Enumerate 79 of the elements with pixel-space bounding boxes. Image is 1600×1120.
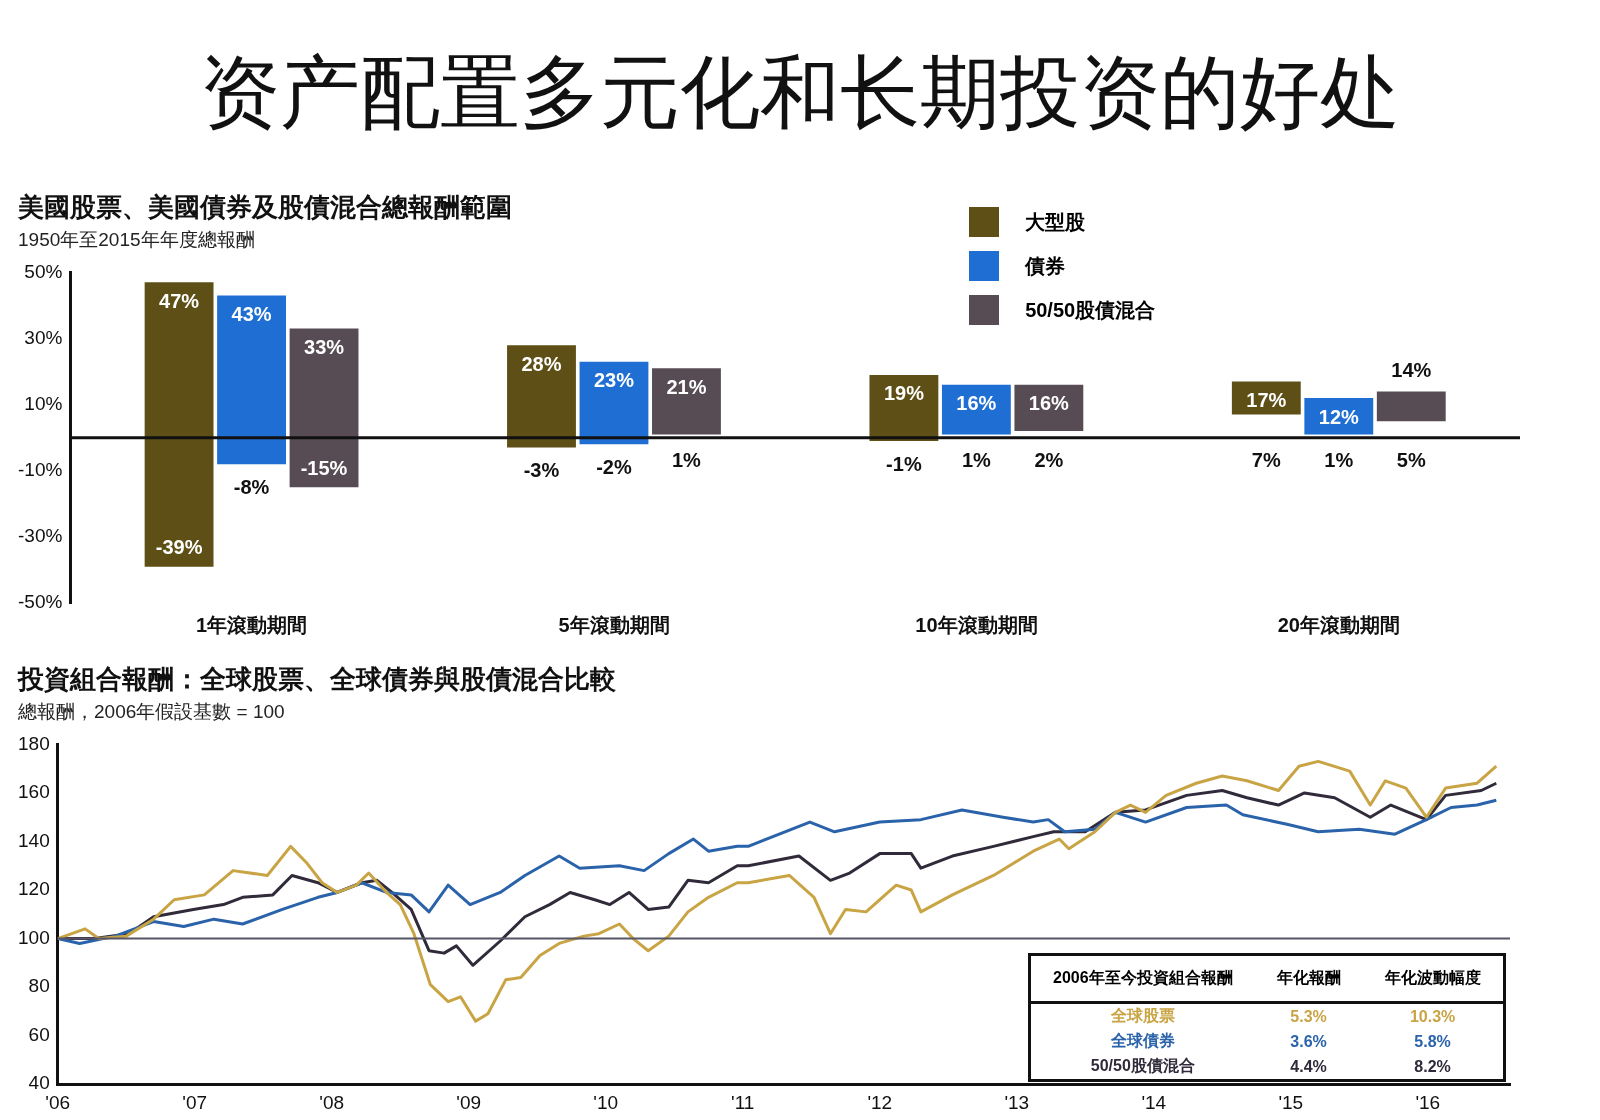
bar	[289, 328, 359, 488]
chart-title: 美國股票、美國債券及股債混合總報酬範圍	[18, 192, 512, 222]
text: 全球債券	[1110, 1032, 1175, 1050]
annotation: 1%	[961, 449, 992, 472]
annotation: 23%	[593, 369, 635, 392]
y-tick-label: -50%	[18, 591, 63, 613]
x-tick-label: 10年滾動期間	[915, 613, 1038, 636]
annotation: 33%	[304, 336, 345, 359]
y-tick-label: 10%	[24, 392, 63, 414]
legend-label: 50/50股債混合	[1025, 297, 1156, 323]
annotation: 5%	[1396, 449, 1426, 472]
y-tick-label: 100	[18, 926, 50, 948]
annotation: 28%	[521, 352, 562, 375]
y-tick-label: 40	[28, 1072, 50, 1094]
text: 全球股票	[1110, 1007, 1175, 1025]
legend-label: 大型股	[1025, 209, 1086, 235]
text: 资产配置多元化和长期投资的好处	[199, 45, 1401, 141]
bar	[652, 368, 721, 435]
annotation: 21%	[666, 375, 707, 398]
y-tick-label: 160	[18, 781, 50, 803]
x-tick-label: 20年滾動期間	[1277, 613, 1400, 636]
annotation: -1%	[886, 452, 922, 475]
annotation: 12%	[1318, 405, 1360, 428]
x-tick-label: '07	[182, 1091, 208, 1113]
y-tick-label: 30%	[24, 326, 63, 348]
annotation: 19%	[883, 382, 925, 405]
x-tick-label: 5年滾動期間	[558, 613, 670, 636]
annotation: 3.6%	[1289, 1031, 1328, 1052]
x-tick-label: '15	[1278, 1091, 1304, 1113]
bar	[1376, 391, 1446, 422]
annotation: 1%	[1324, 449, 1354, 472]
x-tick-label: '08	[319, 1091, 345, 1113]
chart-title: 投資組合報酬：全球股票、全球債券與股債混合比較	[16, 663, 617, 696]
y-tick-label: 180	[18, 732, 50, 754]
y-tick-label: 50%	[24, 260, 63, 282]
chart-subtitle: 總報酬，2006年假設基數 = 100	[17, 700, 286, 724]
x-tick-label: '06	[45, 1091, 71, 1113]
chart-subtitle: 1950年至2015年年度總報酬	[18, 229, 255, 250]
x-tick-label: '11	[731, 1091, 755, 1113]
annotation: 5.8%	[1413, 1031, 1452, 1052]
annotation: 2006年至今投資組合報酬	[1029, 954, 1255, 1003]
x-tick-label: '14	[1141, 1091, 1167, 1113]
annotation: -8%	[233, 475, 270, 498]
annotation: 14%	[1391, 358, 1432, 381]
x-tick-label: '09	[456, 1091, 482, 1113]
annotation: 1%	[672, 449, 702, 472]
annotation: 年化報酬	[1254, 954, 1363, 1003]
annotation: 2%	[1034, 449, 1064, 472]
x-tick-label: '16	[1415, 1091, 1441, 1113]
annotation: 16%	[956, 392, 997, 415]
y-tick-label: -10%	[18, 458, 63, 480]
x-tick-label: '13	[1004, 1091, 1030, 1113]
annotation: 43%	[231, 303, 272, 326]
y-tick-label: 120	[18, 878, 50, 900]
annotation: -15%	[300, 456, 348, 479]
annotation: 5.3%	[1289, 1006, 1328, 1027]
y-tick-label: 60	[28, 1023, 50, 1045]
bar	[144, 282, 214, 567]
x-tick-label: '10	[593, 1091, 619, 1113]
annotation: 10.3%	[1408, 1006, 1457, 1027]
x-tick-label: 1年滾動期間	[196, 613, 308, 636]
annotation: 17%	[1246, 389, 1287, 412]
annotation: 4.4%	[1289, 1056, 1328, 1077]
annotation: 年化波動幅度	[1362, 954, 1505, 1003]
annotation: -39%	[155, 536, 203, 559]
x-tick-label: '12	[867, 1091, 893, 1113]
bar	[217, 295, 286, 465]
annotation: 8.2%	[1413, 1056, 1452, 1077]
legend-label: 債券	[1025, 253, 1066, 279]
text: 50/50股債混合	[1090, 1057, 1195, 1075]
annotation: -2%	[596, 455, 632, 478]
bar	[507, 345, 576, 448]
y-tick-label: -30%	[18, 525, 63, 547]
y-tick-label: 80	[28, 975, 50, 997]
annotation: 7%	[1251, 449, 1281, 472]
annotation: 47%	[159, 289, 200, 312]
annotation: -3%	[523, 459, 560, 482]
y-tick-label: 140	[18, 829, 50, 851]
annotation: 16%	[1028, 392, 1070, 415]
